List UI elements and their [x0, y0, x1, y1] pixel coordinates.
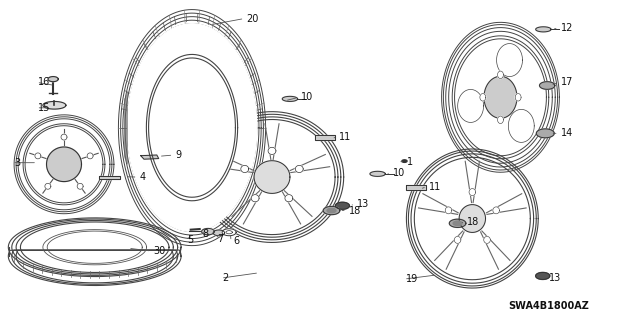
Polygon shape — [213, 230, 225, 236]
Polygon shape — [493, 207, 499, 214]
Polygon shape — [241, 165, 249, 173]
Text: 30: 30 — [154, 246, 166, 256]
Polygon shape — [202, 228, 214, 235]
Polygon shape — [406, 149, 538, 288]
Polygon shape — [536, 129, 554, 138]
Polygon shape — [8, 218, 181, 277]
Polygon shape — [540, 82, 555, 89]
Polygon shape — [406, 185, 426, 190]
Polygon shape — [127, 24, 257, 232]
Polygon shape — [268, 147, 276, 154]
Polygon shape — [453, 221, 462, 226]
Text: 12: 12 — [561, 23, 573, 33]
Text: 2: 2 — [223, 273, 229, 283]
Polygon shape — [48, 77, 58, 82]
Polygon shape — [147, 55, 237, 201]
Text: 6: 6 — [233, 236, 239, 247]
Text: 11: 11 — [429, 182, 441, 192]
Polygon shape — [141, 155, 159, 159]
Text: 19: 19 — [406, 274, 418, 284]
Polygon shape — [469, 189, 476, 196]
Polygon shape — [445, 207, 452, 214]
Polygon shape — [508, 109, 534, 142]
Polygon shape — [335, 202, 349, 209]
Polygon shape — [285, 195, 292, 202]
Text: 8: 8 — [202, 229, 209, 240]
Polygon shape — [497, 116, 504, 123]
Polygon shape — [14, 115, 114, 214]
Text: 9: 9 — [175, 150, 182, 160]
Polygon shape — [226, 231, 232, 234]
Polygon shape — [449, 219, 466, 227]
Polygon shape — [370, 171, 385, 176]
Text: 13: 13 — [357, 199, 369, 209]
Polygon shape — [484, 76, 517, 118]
Text: 4: 4 — [140, 172, 146, 182]
Text: 20: 20 — [246, 13, 259, 24]
Polygon shape — [454, 236, 461, 243]
Text: 3: 3 — [14, 158, 20, 168]
Text: SWA4B1800AZ: SWA4B1800AZ — [509, 300, 589, 311]
Text: 15: 15 — [38, 103, 51, 113]
Polygon shape — [87, 153, 93, 159]
Text: 5: 5 — [187, 235, 193, 245]
Text: 18: 18 — [349, 205, 361, 216]
Polygon shape — [480, 93, 486, 101]
Polygon shape — [43, 101, 66, 109]
Polygon shape — [252, 195, 259, 202]
Polygon shape — [536, 272, 550, 279]
Polygon shape — [515, 93, 521, 101]
Polygon shape — [315, 135, 335, 140]
Polygon shape — [327, 208, 336, 213]
Polygon shape — [77, 183, 83, 189]
Text: 16: 16 — [38, 77, 51, 87]
Text: 1: 1 — [407, 157, 413, 167]
Polygon shape — [45, 183, 51, 189]
Polygon shape — [497, 44, 522, 77]
Text: 13: 13 — [549, 273, 561, 283]
Text: 10: 10 — [301, 92, 313, 102]
Polygon shape — [118, 10, 266, 246]
Polygon shape — [497, 71, 504, 78]
Text: 10: 10 — [393, 168, 405, 178]
Polygon shape — [484, 236, 490, 243]
Polygon shape — [200, 112, 344, 242]
Text: 18: 18 — [467, 217, 479, 227]
Text: 7: 7 — [218, 234, 224, 244]
Text: 11: 11 — [339, 131, 351, 142]
Polygon shape — [61, 134, 67, 140]
Polygon shape — [536, 27, 551, 32]
Polygon shape — [99, 176, 120, 179]
Text: 14: 14 — [561, 128, 573, 138]
Polygon shape — [442, 22, 559, 172]
Polygon shape — [295, 165, 303, 173]
Polygon shape — [459, 204, 486, 233]
Polygon shape — [323, 206, 340, 215]
Polygon shape — [254, 161, 290, 193]
Polygon shape — [222, 229, 236, 236]
Polygon shape — [402, 160, 407, 162]
Text: 17: 17 — [561, 77, 573, 87]
Polygon shape — [47, 147, 81, 182]
Polygon shape — [35, 153, 41, 159]
Polygon shape — [458, 89, 484, 122]
Polygon shape — [282, 96, 298, 101]
